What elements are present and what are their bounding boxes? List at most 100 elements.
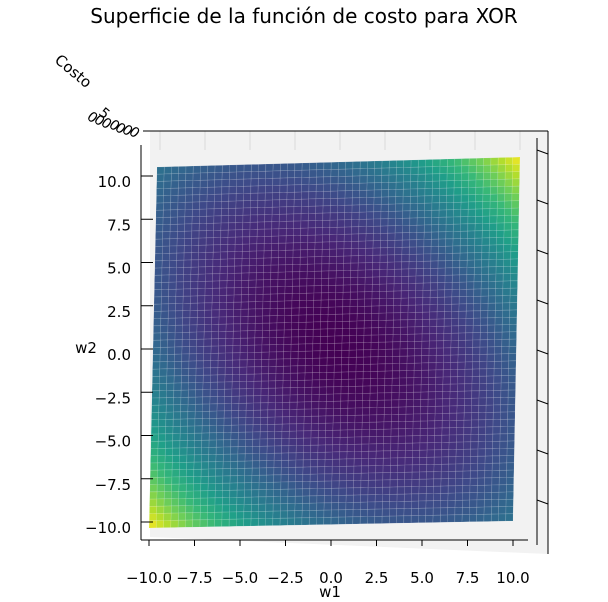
surface-cell [312,350,321,359]
surface-cell [310,430,319,439]
surface-cell [428,369,437,378]
surface-cell [337,204,346,214]
surface-cell [155,209,164,218]
surface-cell [377,356,386,365]
surface-cell [263,257,272,266]
surface-cell [336,255,345,264]
surface-cell [225,323,234,332]
surface-cell [404,442,414,451]
surface-cell [272,177,281,186]
surface-cell [156,512,165,521]
z-axis-ticks [536,149,549,505]
surface-cell [489,208,498,217]
surface-cell [332,436,341,446]
surface-cell [158,382,168,392]
surface-cell [277,293,286,302]
surface-cell [205,259,214,268]
surface-cell [397,464,406,473]
surface-cell [284,278,293,287]
surface-cell [347,385,357,395]
surface-cell [315,198,324,207]
surface-cell [471,368,480,377]
surface-cell [325,422,334,431]
surface-cell [243,518,252,527]
surface-cell [308,176,317,185]
surface-cell [219,294,228,303]
surface-cell [344,219,353,228]
surface-cell [244,475,253,484]
surface-cell [379,247,388,256]
surface-cell [487,288,497,297]
surface-cell [222,453,231,462]
surface-cell [469,463,479,472]
surface-cell [233,294,242,303]
surface-cell [476,492,485,501]
surface-cell [164,469,173,478]
surface-cell [170,202,179,211]
surface-cell [281,409,291,418]
surface-cell [503,222,512,231]
surface-cell [351,197,360,206]
surface-cell [286,184,295,193]
surface-cell [408,253,417,263]
surface-cell [256,221,266,230]
surface-cell [452,238,461,247]
surface-cell [293,206,302,215]
surface-cell [386,283,395,292]
surface-cell [377,378,386,387]
surface-cell [199,201,208,210]
surface-cell [170,180,179,189]
surface-cell [162,224,171,233]
surface-cell [306,292,315,301]
surface-cell [461,165,470,174]
surface-cell [197,302,206,311]
surface-cell [246,373,255,382]
surface-cell [254,322,263,331]
surface-cell [221,504,230,513]
surface-cell [235,222,244,231]
surface-cell [374,501,383,510]
surface-cell [292,256,301,265]
surface-cell [263,235,272,244]
surface-cell [189,324,198,333]
surface-cell [365,240,374,249]
surface-cell [307,227,316,236]
surface-cell [381,160,390,169]
surface-cell [220,236,229,246]
surface-cell [357,247,367,257]
surface-cell [323,516,332,525]
surface-cell [232,345,241,354]
surface-cell [156,188,165,197]
surface-cell [369,407,378,416]
surface-cell [414,311,423,320]
surface-cell [223,439,232,448]
surface-cell [250,185,259,194]
surface-cell [444,260,453,269]
surface-cell [359,197,368,206]
surface-cell [321,241,330,250]
surface-cell [360,465,369,474]
surface-cell [322,219,331,228]
surface-cell [273,474,282,483]
surface-cell [303,423,312,432]
surface-cell [411,493,420,502]
surface-cell [498,484,507,493]
surface-cell [350,255,359,264]
surface-cell [358,218,367,228]
surface-cell [248,286,257,295]
surface-cell [458,296,467,305]
surface-cell [242,229,251,238]
surface-cell [368,443,377,452]
surface-cell [312,321,322,330]
surface-cell [251,482,260,491]
surface-cell [184,209,193,218]
surface-cell [301,510,310,519]
surface-cell [170,209,179,218]
surface-cell [186,432,196,441]
surface-cell [432,507,441,516]
surface-cell [347,414,356,424]
surface-cell [492,440,501,450]
surface-cell [212,251,221,260]
surface-cell [338,509,347,518]
surface-cell [209,381,218,390]
